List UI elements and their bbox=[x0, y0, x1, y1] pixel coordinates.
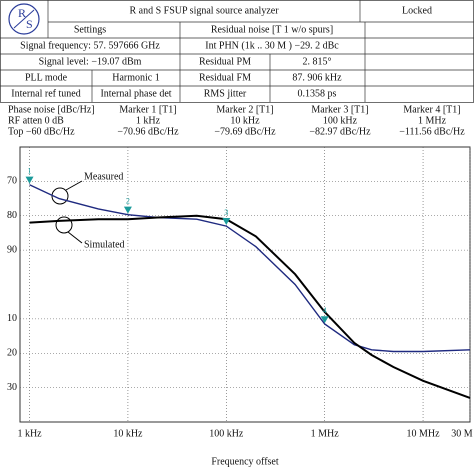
y-tick-label: 80 bbox=[7, 210, 17, 221]
header-frame: R S bbox=[0, 0, 474, 103]
marker-label: 4 bbox=[323, 306, 327, 315]
marker-table-cell: −82.97 dBc/Hz bbox=[309, 126, 371, 137]
y-tick-label: 10 bbox=[7, 313, 17, 324]
y-tick-label: 30 bbox=[7, 382, 17, 393]
x-tick-label: 1 MHz bbox=[311, 428, 340, 439]
svg-text:S: S bbox=[26, 17, 33, 31]
header-cell: Internal ref tuned bbox=[11, 88, 80, 99]
header-cell: Signal level: −19.07 dBm bbox=[39, 56, 142, 67]
header-cell: 0.1358 ps bbox=[298, 88, 337, 99]
marker-label: 3 bbox=[224, 208, 228, 217]
header-cell: 2. 815° bbox=[303, 56, 332, 67]
marker-table-cell: −79.69 dBc/Hz bbox=[214, 126, 276, 137]
marker-table-cell: 1 kHz bbox=[136, 115, 161, 126]
x-tick-label: 30 M bbox=[451, 428, 473, 439]
marker-table-cell: 1 MHz bbox=[418, 115, 447, 126]
y-tick-label: 20 bbox=[7, 348, 17, 359]
marker-label: 2 bbox=[126, 197, 130, 206]
svg-text:R: R bbox=[18, 6, 26, 20]
x-tick-label: 10 MHz bbox=[407, 428, 441, 439]
marker-table-cell: RF atten 0 dB bbox=[8, 115, 64, 126]
marker-table-cell: Marker 4 [T1] bbox=[403, 104, 460, 115]
annotation: Measured bbox=[84, 171, 123, 182]
marker bbox=[222, 217, 231, 225]
header-cell: Residual FM bbox=[199, 72, 251, 83]
header-cell: Internal phase det bbox=[100, 88, 171, 99]
header-cell: Int PHN (1k .. 30 M ) −29. 2 dBc bbox=[205, 40, 339, 51]
annotation: Simulated bbox=[84, 239, 125, 250]
x-tick-label: 10 kHz bbox=[113, 428, 143, 439]
x-axis-label: Frequency offset bbox=[211, 456, 279, 467]
header-cell: R and S FSUP signal source analyzer bbox=[129, 5, 279, 16]
marker-table-cell: −70.96 dBc/Hz bbox=[117, 126, 179, 137]
header-cell: RMS jitter bbox=[204, 88, 247, 99]
marker-table-cell: −111.56 dBc/Hz bbox=[399, 126, 465, 137]
header-cell: Signal frequency: 57. 597666 GHz bbox=[20, 40, 160, 51]
series-line bbox=[29, 214, 471, 399]
plot-frame bbox=[19, 146, 471, 423]
marker-table-cell: 100 kHz bbox=[323, 115, 358, 126]
header-cell: Settings bbox=[74, 24, 106, 35]
annotation-circles bbox=[51, 180, 83, 244]
header-cell: Harmonic 1 bbox=[112, 72, 160, 83]
header-cell: Residual PM bbox=[199, 56, 251, 67]
marker bbox=[25, 176, 34, 184]
marker bbox=[123, 206, 132, 214]
marker-table-cell: Top −60 dBc/Hz bbox=[8, 126, 75, 137]
marker-table-cell: Marker 3 [T1] bbox=[311, 104, 368, 115]
x-tick-label: 1 kHz bbox=[17, 428, 42, 439]
header-cell: Residual noise [T 1 w/o spurs] bbox=[211, 24, 333, 35]
header-cell: PLL mode bbox=[25, 72, 68, 83]
marker-label: 1 bbox=[28, 167, 32, 176]
series-line bbox=[29, 184, 471, 353]
x-tick-label: 100 kHz bbox=[209, 428, 244, 439]
header-cell: 87. 906 kHz bbox=[292, 72, 342, 83]
marker-table-cell: Marker 1 [T1] bbox=[119, 104, 176, 115]
marker-table-cell: 10 kHz bbox=[230, 115, 260, 126]
y-tick-label: 90 bbox=[7, 244, 17, 255]
y-tick-label: 70 bbox=[7, 176, 17, 187]
marker-table-cell: Phase noise [dBc/Hz] bbox=[8, 104, 95, 115]
header-cell: Locked bbox=[402, 5, 432, 16]
marker-table-cell: Marker 2 [T1] bbox=[216, 104, 273, 115]
marker bbox=[320, 316, 329, 324]
